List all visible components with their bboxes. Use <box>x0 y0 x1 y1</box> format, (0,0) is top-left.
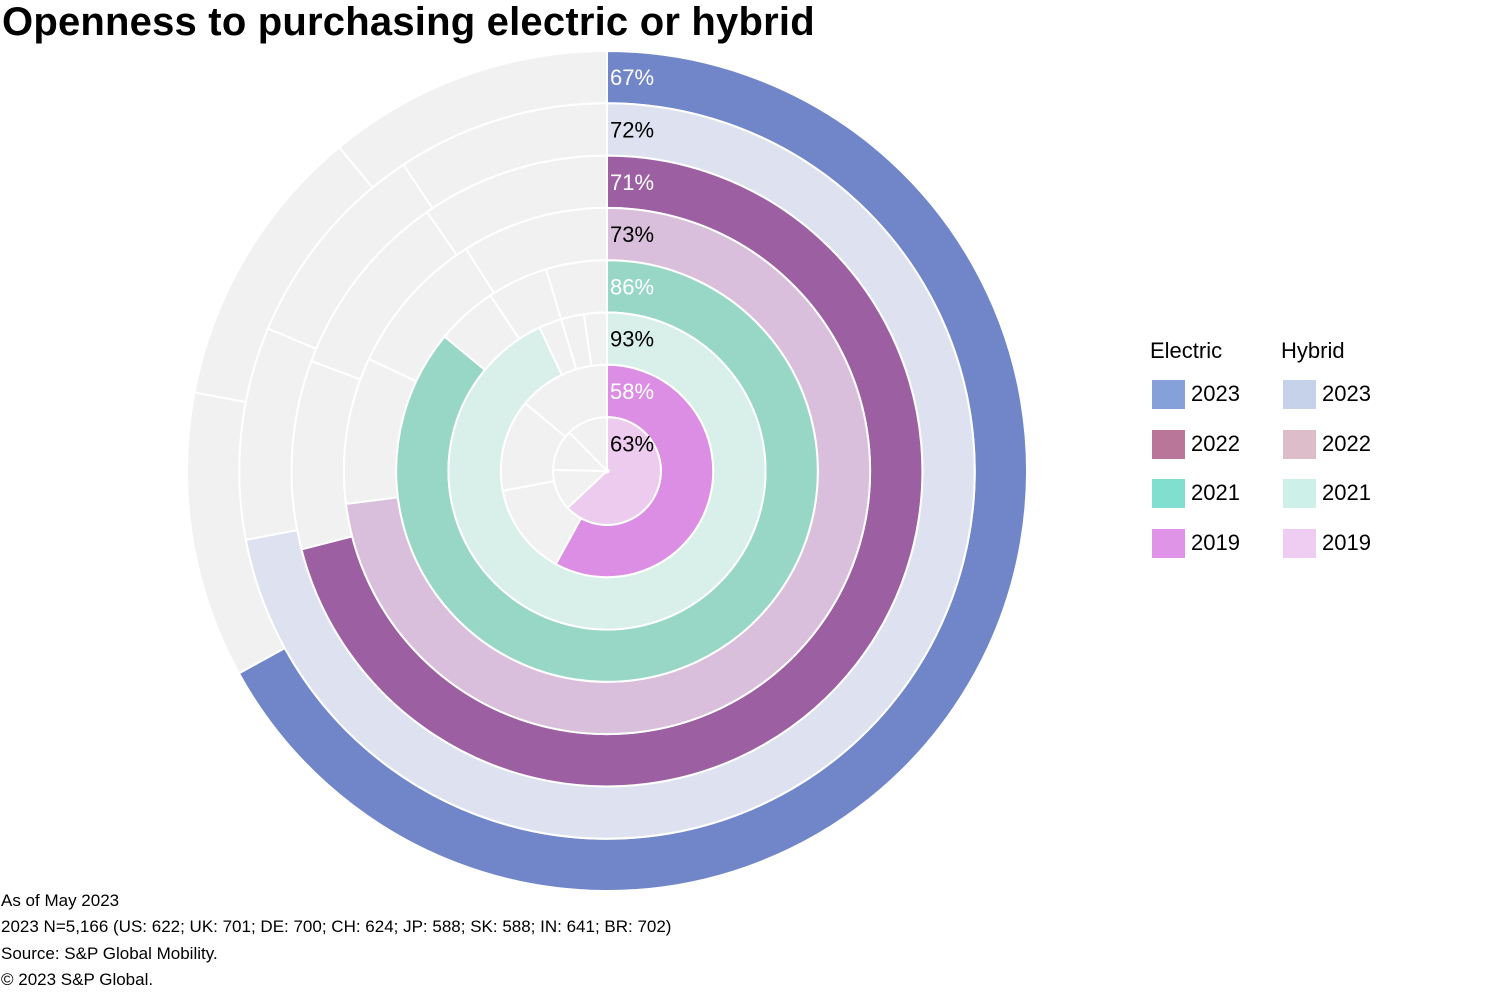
arc-hybrid-2021 <box>447 311 767 631</box>
legend-swatch <box>1152 429 1185 459</box>
value-label-hybrid-2019: 63% <box>610 431 654 456</box>
legend-swatch <box>1283 479 1316 508</box>
legend-group-electric: Electric 2023 2022 2021 2019 <box>1150 336 1280 564</box>
legend-item-hybrid-2021: 2021 <box>1281 465 1411 515</box>
legend-item-electric-2023: 2023 <box>1150 366 1280 416</box>
ring-tracks <box>186 49 608 675</box>
legend-swatch <box>1152 380 1185 409</box>
chart-title: Openness to purchasing electric or hybri… <box>2 0 815 44</box>
legend-label: 2023 <box>1191 381 1240 406</box>
value-label-hybrid-2021: 93% <box>610 327 654 352</box>
arc-hybrid-2019 <box>566 416 662 526</box>
ring-arcs <box>237 49 1028 892</box>
footnote-sample: 2023 N=5,166 (US: 622; UK: 701; DE: 700;… <box>1 917 672 937</box>
footnote-as-of: As of May 2023 <box>1 891 120 910</box>
legend-item-hybrid-2019: 2019 <box>1281 515 1411 565</box>
legend-item-hybrid-2023: 2023 <box>1281 366 1411 416</box>
legend-label: 2019 <box>1191 529 1240 555</box>
legend-swatch <box>1152 528 1185 558</box>
legend-swatch <box>1283 380 1316 409</box>
footnotes: As of May 2023 2023 N=5,166 (US: 622; UK… <box>1 888 671 993</box>
footnote-copyright: © 2023 S&P Global. <box>1 969 154 989</box>
legend-swatch <box>1283 528 1316 558</box>
legend-item-electric-2019: 2019 <box>1150 515 1280 565</box>
legend-label: 2022 <box>1322 430 1371 456</box>
legend-item-electric-2022: 2022 <box>1150 416 1280 466</box>
value-label-hybrid-2022: 73% <box>610 222 654 247</box>
legend-label: 2021 <box>1322 480 1371 505</box>
legend-swatch <box>1152 479 1185 508</box>
legend-label: 2019 <box>1322 529 1371 555</box>
value-label-electric-2021: 86% <box>610 274 654 299</box>
legend-label: 2023 <box>1322 381 1371 406</box>
legend-label: 2021 <box>1191 480 1240 505</box>
value-label-electric-2019: 58% <box>610 379 654 404</box>
value-label-electric-2023: 67% <box>610 65 654 90</box>
legend-swatch <box>1283 429 1316 459</box>
legend-group-hybrid: Hybrid 2023 2022 2021 2019 <box>1281 336 1411 564</box>
legend-item-hybrid-2022: 2022 <box>1281 416 1411 466</box>
ring-labels: 67% 72% 71% 73% 86% 93% 58% 63% <box>610 65 654 456</box>
legend-heading-electric: Electric <box>1150 338 1223 363</box>
value-label-electric-2022: 71% <box>610 170 654 195</box>
legend: Electric 2023 2022 2021 2019 Hybrid 2023… <box>1150 336 1410 576</box>
legend-item-electric-2021: 2021 <box>1150 465 1280 515</box>
footnote-source: Source: S&P Global Mobility. <box>1 943 218 963</box>
legend-label: 2022 <box>1191 430 1240 456</box>
value-label-hybrid-2023: 72% <box>610 117 654 142</box>
legend-heading-hybrid: Hybrid <box>1281 338 1345 363</box>
